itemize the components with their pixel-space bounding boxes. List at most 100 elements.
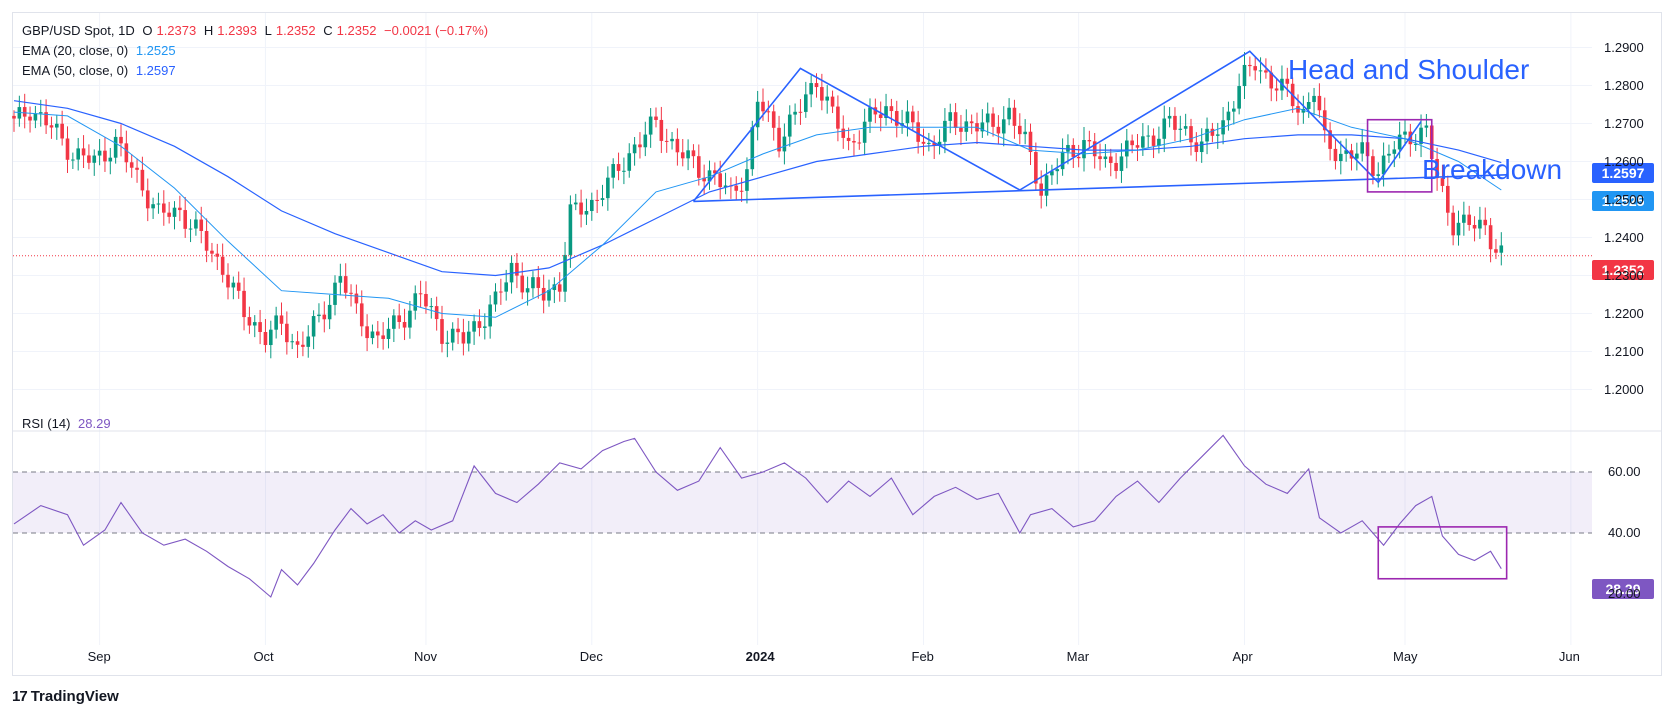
candle-body — [761, 101, 765, 112]
candle-body — [1007, 107, 1011, 120]
candle-body — [65, 138, 70, 160]
last-price-tag: 1.2352 — [1592, 260, 1654, 280]
candle-body — [1462, 214, 1466, 223]
candle-body — [188, 228, 193, 230]
candle-body — [1333, 148, 1338, 162]
candle-body — [1055, 169, 1060, 172]
candle-body — [429, 306, 434, 308]
candle-body — [408, 310, 412, 328]
rsi-oversold-box — [1377, 526, 1508, 580]
candle-body — [1264, 70, 1268, 73]
ema20-line — [13, 107, 1502, 318]
candle-body — [638, 144, 642, 148]
legend-main: GBP/USD Spot, 1D O 1.2373 H 1.2393 L 1.2352… — [22, 23, 492, 38]
legend-rsi[interactable]: RSI (14) 28.29 — [22, 416, 115, 431]
price-axis-tick: 1.2900 — [1604, 39, 1644, 55]
legend-ema20[interactable]: EMA (20, close, 0) 1.2525 — [22, 43, 180, 58]
candle-body — [841, 128, 846, 138]
candle-body — [1371, 156, 1375, 176]
candle-body — [71, 159, 75, 161]
tradingview-logo[interactable]: 17 TradingView — [12, 688, 119, 705]
candle-body — [964, 121, 969, 132]
candle-body — [1071, 144, 1076, 157]
symbol-label[interactable]: GBP/USD Spot, 1D — [22, 23, 135, 38]
candle-body — [1440, 178, 1445, 186]
price-axis-tick: 1.2800 — [1604, 77, 1644, 93]
candle-body — [734, 185, 739, 191]
candle-body — [440, 319, 444, 344]
candle-body — [905, 111, 910, 124]
candle-body — [836, 106, 840, 129]
price-axis-tick: 1.2000 — [1604, 381, 1644, 397]
candle-body — [1451, 212, 1455, 236]
candle-body — [959, 127, 963, 132]
candle-body — [1098, 156, 1102, 160]
rsi-axis-tick: 40.00 — [1608, 525, 1641, 540]
candle-body — [119, 136, 123, 144]
candle-body — [654, 116, 658, 120]
candle-body — [1376, 174, 1381, 176]
candle-body — [215, 253, 220, 257]
candle-body — [809, 83, 813, 95]
candle-body — [1119, 156, 1124, 171]
candle-body — [1306, 102, 1311, 109]
candle-body — [1162, 118, 1167, 139]
high-label: H — [203, 23, 214, 38]
candle-body — [103, 150, 107, 162]
candle-body — [151, 204, 155, 209]
candle-body — [1381, 155, 1386, 175]
candle-body — [943, 120, 947, 142]
candle-body — [129, 162, 134, 168]
candle-body — [1296, 106, 1300, 113]
candle-body — [1226, 111, 1231, 121]
low-label: L — [264, 23, 272, 38]
chart-frame — [12, 12, 1662, 676]
candle-body — [1125, 140, 1129, 157]
candle-body — [488, 304, 492, 327]
candle-body — [258, 322, 262, 333]
candle-body — [664, 140, 669, 142]
candle-body — [1167, 115, 1172, 119]
candle-body — [606, 177, 610, 199]
candle-body — [525, 288, 530, 293]
candle-body — [194, 219, 198, 229]
time-axis-tick: Sep — [87, 649, 111, 664]
candle-body — [226, 274, 230, 288]
head-shoulder-pattern — [692, 50, 1422, 202]
candle-body — [568, 204, 573, 255]
candle-body — [573, 202, 578, 205]
low-value: 1.2352 — [275, 23, 316, 38]
price-axis-tick: 1.2600 — [1604, 153, 1644, 169]
candle-body — [1499, 245, 1504, 253]
candle-body — [424, 293, 428, 307]
time-axis-tick: Jun — [1558, 649, 1580, 664]
candle-body — [1274, 88, 1279, 91]
candle-body — [413, 293, 418, 311]
candle-body — [771, 111, 776, 128]
candle-body — [199, 219, 204, 231]
legend-ema50[interactable]: EMA (50, close, 0) 1.2597 — [22, 63, 180, 78]
candle-body — [1413, 143, 1418, 145]
candle-body — [365, 326, 369, 339]
price-axis-tick: 1.2500 — [1604, 191, 1644, 207]
candle-body — [991, 113, 995, 127]
close-value: 1.2352 — [336, 23, 377, 38]
candle-body — [1248, 64, 1252, 67]
candle-body — [220, 256, 225, 275]
time-axis-tick: 2024 — [745, 649, 775, 664]
candle-body — [1173, 115, 1177, 130]
candle-body — [969, 121, 974, 124]
candle-body — [1189, 126, 1193, 143]
candle-body — [327, 304, 332, 320]
rsi-levels — [13, 471, 1592, 534]
rsi-band — [13, 472, 1592, 533]
candle-body — [1467, 214, 1471, 225]
candle-body — [263, 332, 268, 346]
candle-body — [242, 290, 246, 318]
candle-body — [643, 134, 648, 148]
candle-body — [1312, 95, 1316, 103]
candle-body — [295, 341, 300, 345]
candle-body — [28, 116, 32, 121]
time-axis-tick: Nov — [413, 649, 438, 664]
